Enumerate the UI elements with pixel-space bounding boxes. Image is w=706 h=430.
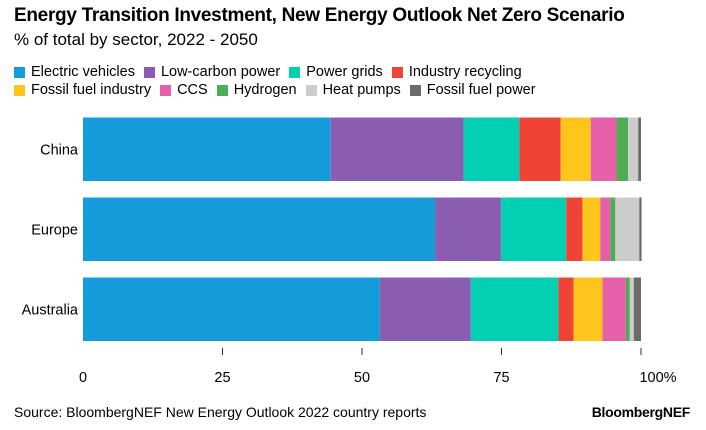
bar-segment-ccs — [600, 197, 611, 261]
bar-segment-electric-vehicles — [83, 277, 380, 341]
stacked-bar-chart: China Europe Australia 0 25 50 75 100% — [22, 117, 677, 386]
bar-segment-power-grids — [463, 117, 520, 181]
x-tick-label: 50 — [354, 370, 370, 386]
legend-item: Fossil fuel industry — [14, 82, 151, 98]
bar-segment-hydrogen — [610, 197, 616, 261]
bar-group-australia — [83, 277, 641, 341]
bar-segment-electric-vehicles — [83, 117, 331, 181]
bar-segment-industry-recycling — [566, 197, 583, 261]
bar-segment-power-grids — [500, 197, 567, 261]
legend-swatch — [409, 84, 421, 96]
legend-item: Low-carbon power — [143, 64, 281, 80]
legend-label: Hydrogen — [233, 82, 297, 98]
chart-title: Energy Transition Investment, New Energy… — [14, 5, 625, 26]
legend-swatch — [216, 84, 228, 96]
bar-segment-low-carbon-power — [379, 277, 471, 341]
category-label: Australia — [22, 302, 79, 318]
legend-label: Industry recycling — [408, 64, 522, 80]
bar-segment-fossil-fuel-power — [639, 197, 642, 261]
legend-label: Electric vehicles — [31, 64, 135, 80]
bar-segment-heat-pumps — [629, 277, 634, 341]
bar-segment-fossil-fuel-power — [638, 117, 641, 181]
category-label: Europe — [31, 222, 78, 238]
legend-item: CCS — [160, 82, 208, 98]
legend-swatch — [305, 84, 317, 96]
legend: Electric vehicles Low-carbon power Power… — [14, 63, 614, 99]
legend-label: Fossil fuel industry — [31, 82, 152, 98]
x-tick-label: 100% — [639, 370, 676, 386]
legend-swatch — [14, 84, 25, 96]
legend-label: Low-carbon power — [160, 64, 281, 80]
x-tick-label: 0 — [79, 370, 87, 386]
bar-segment-fossil-fuel-power — [633, 277, 641, 341]
bar-segment-ccs — [602, 277, 626, 341]
legend-swatch — [160, 84, 172, 96]
bar-segment-hydrogen — [616, 117, 629, 181]
legend-item: Industry recycling — [391, 64, 522, 80]
x-tick-label: 25 — [214, 370, 230, 386]
category-label: China — [40, 142, 79, 158]
bar-segment-fossil-fuel-industry — [582, 197, 601, 261]
bar-segment-industry-recycling — [558, 277, 574, 341]
legend-item: Power grids — [289, 64, 383, 80]
legend-item: Electric vehicles — [14, 64, 135, 80]
legend-swatch — [391, 66, 403, 78]
bar-segment-fossil-fuel-industry — [560, 117, 591, 181]
legend-swatch — [14, 66, 25, 78]
bar-segment-heat-pumps — [615, 197, 640, 261]
legend-item: Fossil fuel power — [409, 82, 536, 98]
legend-item: Hydrogen — [216, 82, 297, 98]
bar-group-europe — [83, 197, 642, 261]
legend-label: CCS — [177, 82, 208, 98]
brand-logo: BloombergNEF — [591, 404, 691, 420]
x-tick-label: 75 — [493, 370, 509, 386]
bar-segment-power-grids — [470, 277, 559, 341]
legend-label: Power grids — [306, 64, 383, 80]
bar-segment-low-carbon-power — [330, 117, 464, 181]
legend-label: Heat pumps — [322, 82, 401, 98]
bar-segment-heat-pumps — [628, 117, 639, 181]
legend-label: Fossil fuel power — [426, 82, 536, 98]
bar-segment-industry-recycling — [519, 117, 561, 181]
legend-swatch — [143, 66, 155, 78]
legend-row-1: Electric vehicles Low-carbon power Power… — [14, 63, 614, 81]
legend-row-2: Fossil fuel industry CCS Hydrogen Heat p… — [14, 81, 614, 99]
bar-group-china — [83, 117, 641, 181]
chart-subtitle: % of total by sector, 2022 - 2050 — [14, 30, 258, 49]
bar-segment-low-carbon-power — [435, 197, 501, 261]
source-note: Source: BloombergNEF New Energy Outlook … — [14, 404, 427, 420]
bar-segment-fossil-fuel-industry — [573, 277, 603, 341]
bar-segment-hydrogen — [625, 277, 630, 341]
bar-segment-electric-vehicles — [83, 197, 436, 261]
legend-swatch — [289, 66, 301, 78]
legend-item: Heat pumps — [305, 82, 401, 98]
bar-segment-ccs — [590, 117, 617, 181]
